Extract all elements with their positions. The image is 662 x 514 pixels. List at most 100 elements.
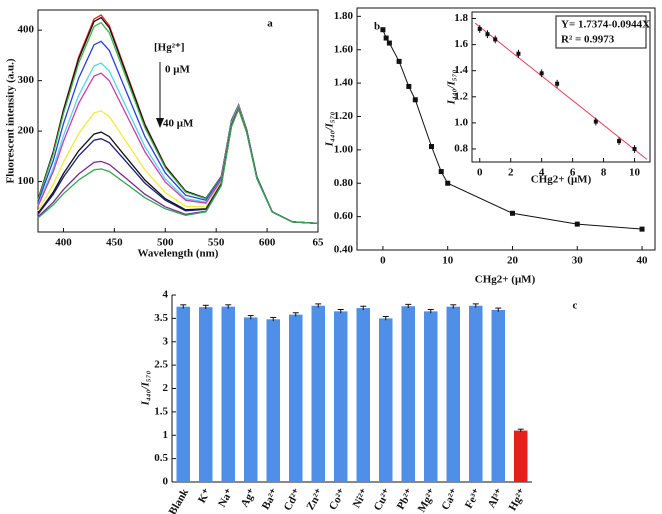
x-tick-label: 450: [106, 237, 123, 249]
y-tick-label: 0.40: [334, 244, 354, 256]
point: [477, 26, 482, 31]
x-tick-label: K⁺: [196, 487, 214, 506]
x-tick-label: 400: [55, 237, 72, 249]
x-tick-label: Ag⁺: [239, 487, 259, 510]
point: [383, 35, 389, 41]
spectrum-line: [37, 62, 319, 225]
point: [445, 180, 451, 186]
spectrum-line: [37, 107, 319, 225]
bar: [446, 306, 460, 482]
panel-label: c: [573, 300, 578, 312]
x-axis-label: CHg2+ (μM): [475, 274, 536, 286]
y-axis-label: I₄₄₀/I₅₇₀: [324, 112, 336, 148]
x-tick-label: 4: [539, 167, 545, 179]
y-tick-label: 2: [163, 382, 169, 394]
x-tick-label: 8: [601, 167, 607, 179]
x-tick-label: Ni²⁺: [351, 487, 372, 511]
bar: [266, 319, 280, 482]
x-tick-label: 0: [477, 167, 483, 179]
y-tick-label: 400: [18, 24, 35, 36]
fit-line: [474, 22, 648, 160]
y-tick-label: 3: [163, 335, 169, 347]
x-tick-label: Ca²⁺: [439, 487, 461, 513]
point: [386, 40, 392, 46]
x-tick-label: Na⁺: [216, 487, 236, 510]
x-tick-label: 6: [570, 167, 576, 179]
y-tick-label: 2.5: [154, 359, 168, 371]
x-tick-label: 500: [157, 237, 174, 249]
point: [485, 32, 490, 37]
annotation: Y= 1.7374-0.0944X: [561, 19, 650, 31]
x-tick-label: 600: [259, 237, 276, 249]
bar: [469, 305, 483, 482]
point: [412, 97, 418, 103]
y-tick-label: 1.60: [334, 43, 354, 55]
equation-box: [555, 15, 647, 49]
bar: [514, 430, 528, 482]
x-tick-label: 30: [572, 255, 584, 267]
bar: [244, 317, 258, 482]
label-bg: [366, 14, 388, 40]
point: [555, 81, 560, 86]
point: [574, 221, 580, 227]
y-tick-label: 0.80: [334, 177, 354, 189]
annotation: 40 μM: [163, 118, 194, 130]
arrow-head: [156, 118, 164, 128]
x-tick-label: Ba²⁺: [260, 487, 281, 512]
bar: [311, 305, 325, 482]
bar: [199, 307, 213, 482]
y-tick-label: 1.5: [154, 405, 168, 417]
annotation: R² = 0.9973: [561, 34, 615, 46]
y-tick-label: 1.2: [454, 90, 468, 102]
x-tick-label: 550: [208, 237, 225, 249]
x-tick-label: Hg²⁺: [507, 487, 529, 513]
x-tick-label: 0: [380, 255, 386, 267]
y-axis-label: I₄₄₀/I₅₇₀: [140, 371, 152, 407]
y-tick-label: 0.5: [154, 452, 168, 464]
x-tick-label: Fe³⁺: [463, 487, 484, 511]
annotation: [Hg²⁺]: [154, 42, 185, 54]
y-axis-label: Fluorescent intensity (a.u.): [5, 58, 17, 183]
y-tick-label: 1.8: [454, 12, 468, 24]
x-tick-label: Co²⁺: [327, 487, 349, 513]
y-tick-label: 0: [163, 476, 169, 488]
point: [593, 119, 598, 124]
point: [639, 226, 645, 232]
panel-a-frame: [37, 9, 319, 233]
bar: [334, 311, 348, 482]
y-tick-label: 100: [18, 175, 35, 187]
point: [617, 139, 622, 144]
y-tick-label: 0.60: [334, 210, 354, 222]
y-tick-label: 0.8: [454, 142, 468, 154]
x-tick-label: Cu²⁺: [372, 487, 394, 513]
y-tick-label: 1.6: [454, 38, 468, 50]
bar: [424, 311, 438, 482]
x-tick-label: Pb²⁺: [395, 487, 416, 512]
y-tick-label: 300: [18, 74, 35, 86]
bar: [401, 306, 415, 482]
y-tick-label: 1.80: [334, 10, 354, 22]
y-axis-label: I₄₄₀/I₅₇₀: [446, 70, 458, 106]
y-tick-label: 1.0: [454, 116, 468, 128]
panel-b-frame: [356, 7, 656, 251]
x-tick-label: 10: [442, 255, 454, 267]
point: [429, 144, 434, 150]
bar: [176, 306, 190, 482]
y-tick-label: 1.20: [334, 110, 354, 122]
x-tick-label: Mg²⁺: [416, 487, 439, 514]
bar: [289, 314, 303, 482]
x-tick-label: 65: [313, 237, 325, 249]
bar: [491, 309, 505, 482]
bar: [379, 318, 393, 482]
panel-label: a: [267, 18, 273, 30]
x-tick-label: Al³⁺: [486, 487, 507, 511]
x-tick-label: 20: [507, 255, 519, 267]
x-tick-label: 40: [637, 255, 649, 267]
point: [396, 58, 402, 64]
y-tick-label: 200: [18, 125, 35, 137]
bar: [221, 306, 235, 482]
point: [632, 146, 637, 151]
x-axis-label: CHg2+ (μM): [531, 174, 592, 186]
point: [539, 71, 544, 76]
